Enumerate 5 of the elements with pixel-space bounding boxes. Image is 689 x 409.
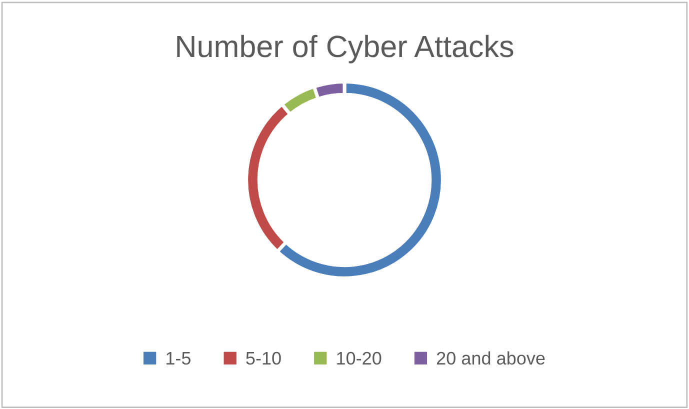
legend-label: 5-10 xyxy=(246,352,281,365)
chart-title: Number of Cyber Attacks xyxy=(177,34,514,64)
legend-label: 1-5 xyxy=(166,352,191,365)
legend-label: 20 and above xyxy=(436,351,545,365)
legend-label: 10-20 xyxy=(337,352,382,365)
